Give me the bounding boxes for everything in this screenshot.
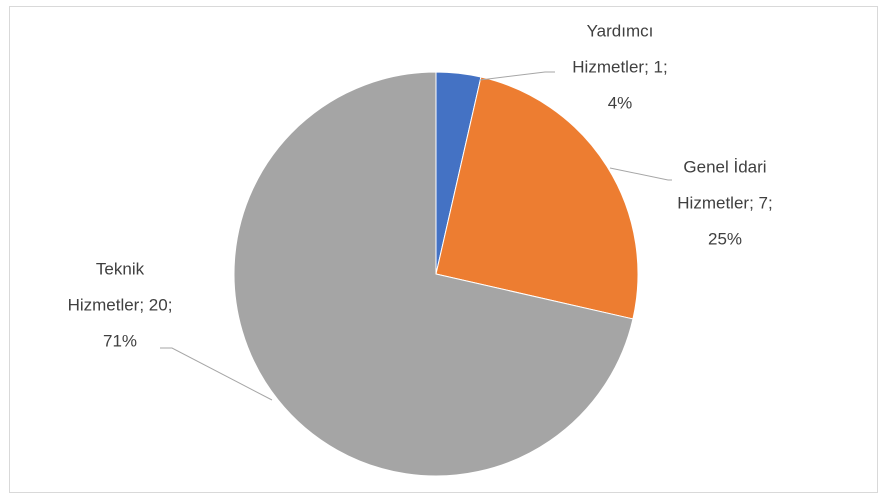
pie-slice — [233, 71, 634, 477]
data-label: Hizmetler; 20; — [68, 295, 173, 314]
data-label: 4% — [608, 93, 633, 112]
data-label: 71% — [103, 331, 137, 350]
data-label: Teknik — [96, 259, 145, 278]
pie-slice — [435, 76, 639, 320]
leader-line — [160, 347, 273, 401]
data-label: Genel İdari — [683, 157, 766, 176]
leader-line — [479, 71, 555, 81]
data-label: 25% — [708, 229, 742, 248]
leader-line — [609, 167, 672, 181]
data-label: Hizmetler; 1; — [572, 57, 667, 76]
data-label: Yardımcı — [587, 21, 654, 40]
data-label: Hizmetler; 7; — [677, 193, 772, 212]
